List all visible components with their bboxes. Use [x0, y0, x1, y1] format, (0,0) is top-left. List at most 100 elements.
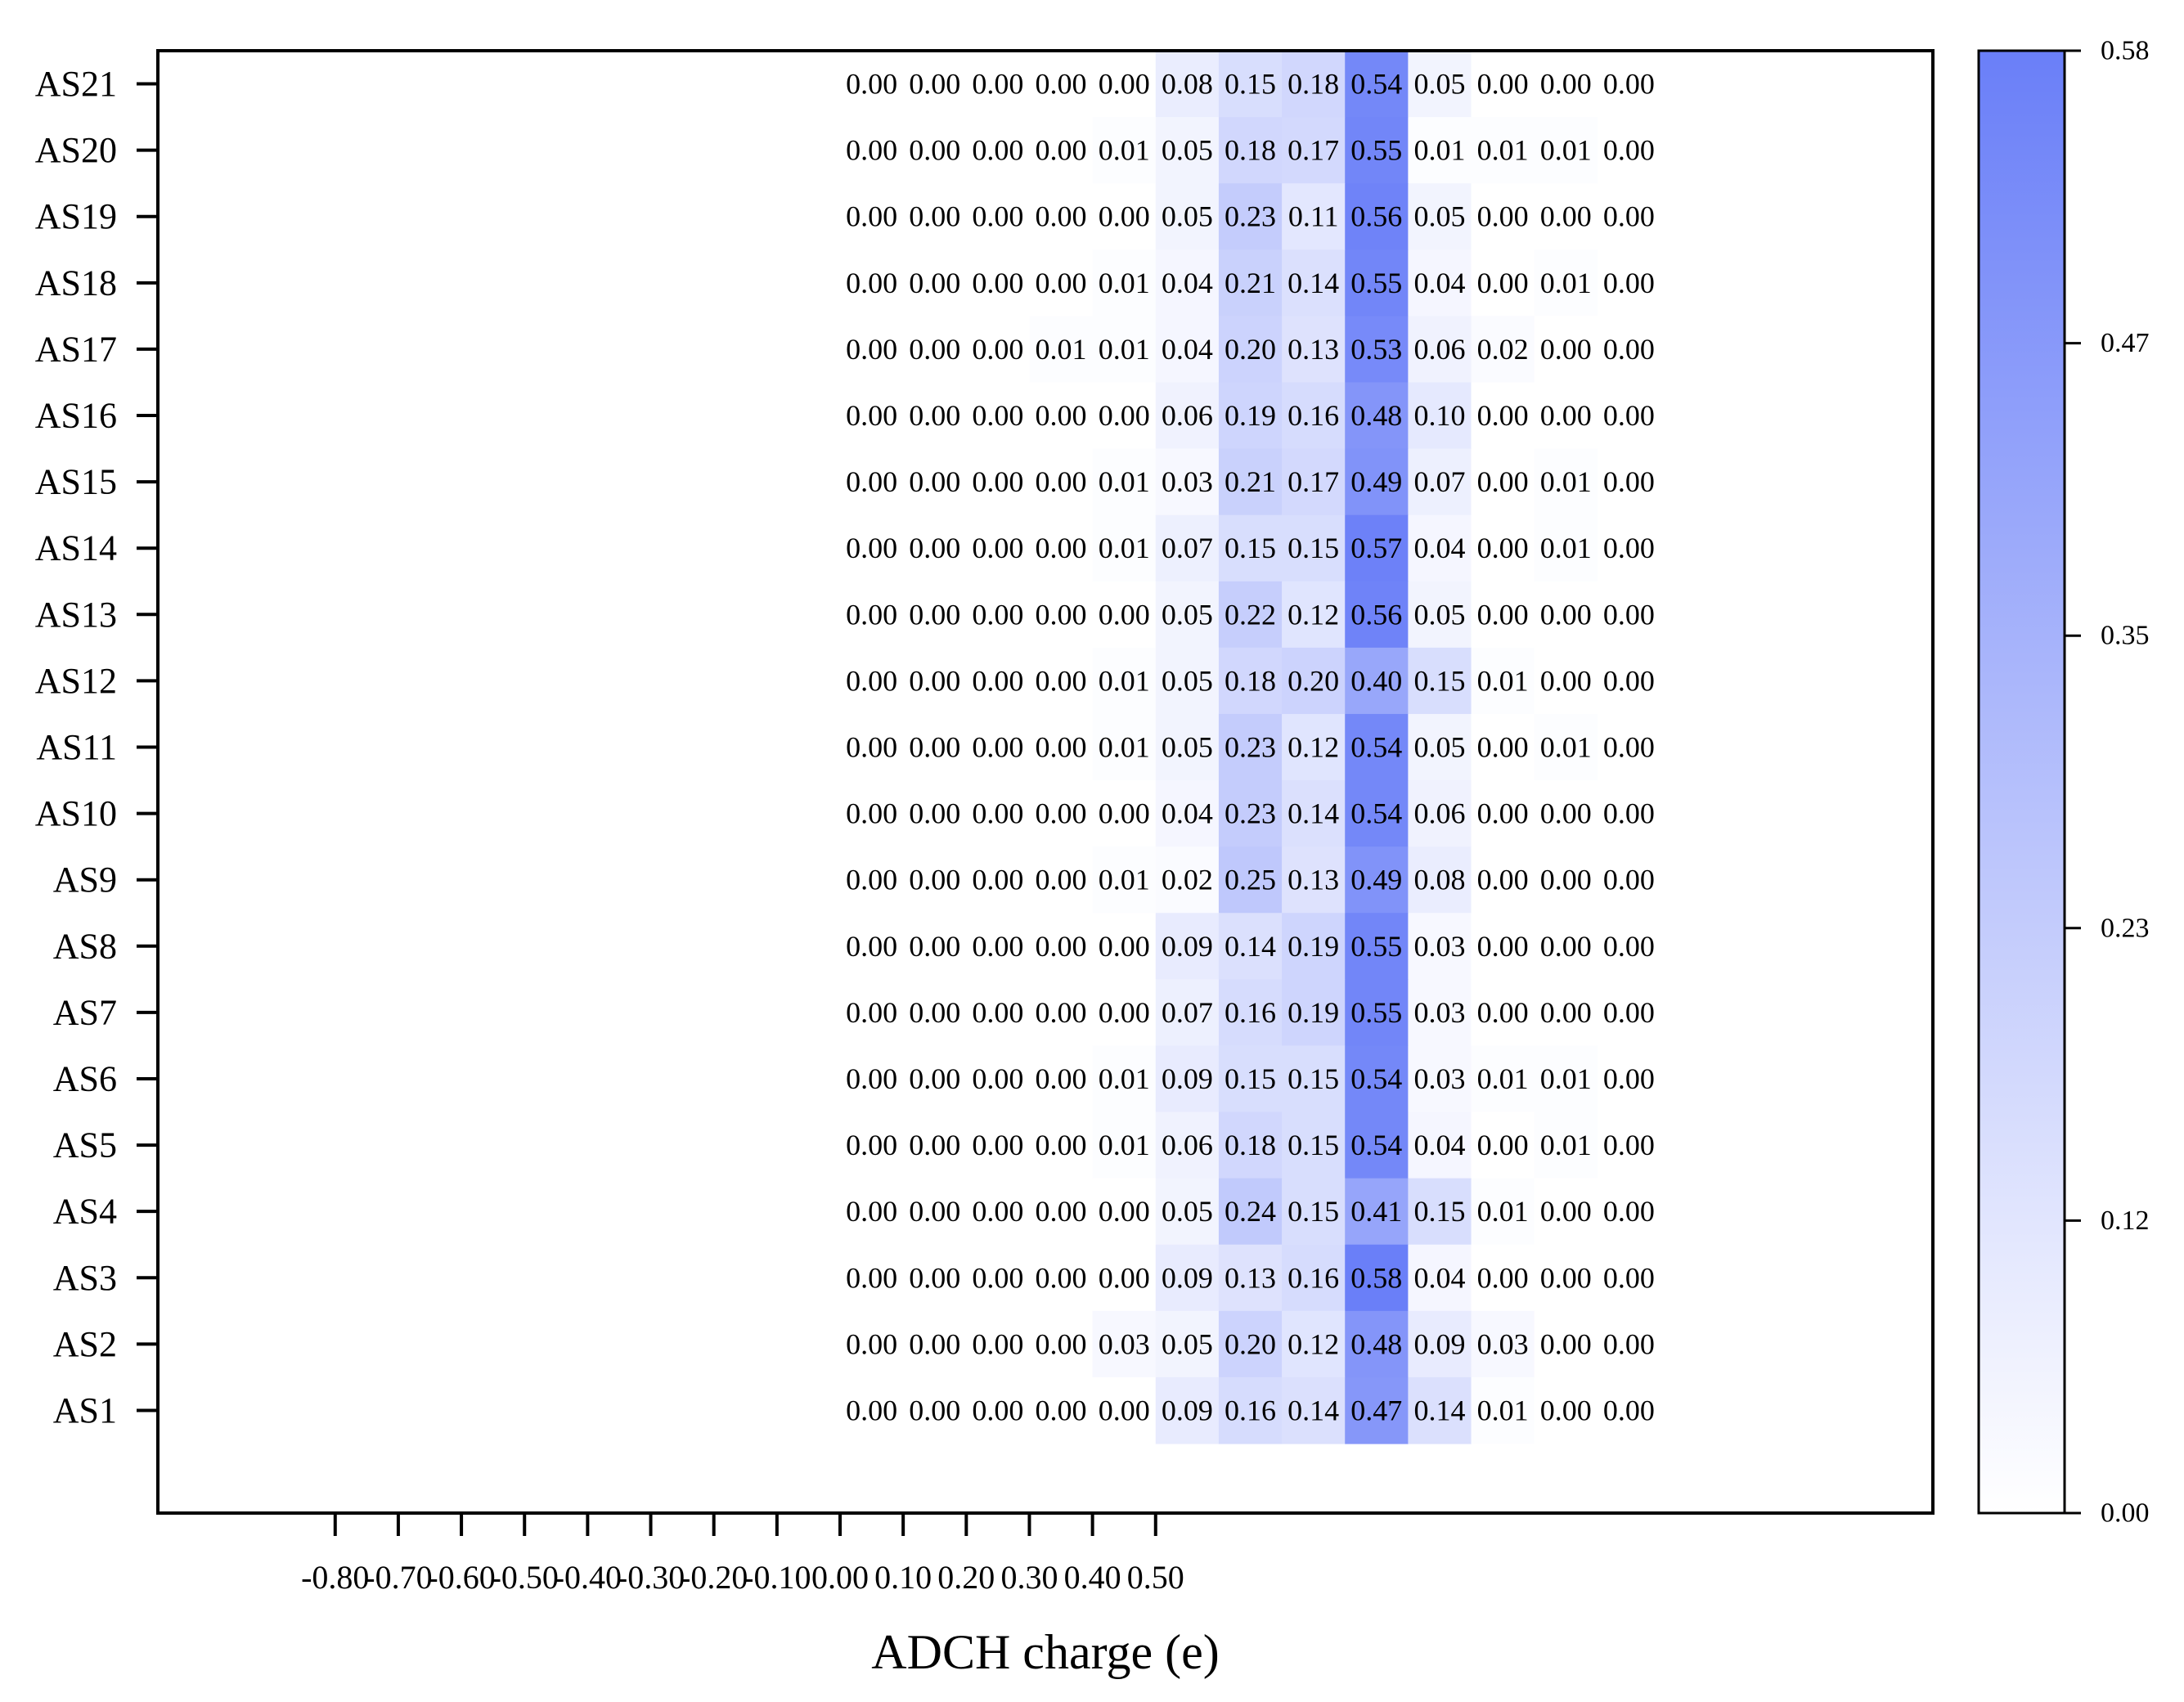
colorbar-tick-label: 0.12	[2101, 1206, 2150, 1236]
heatmap-cell-AS3--0.60	[966, 1244, 1031, 1312]
heatmap-cell-AS17-0.30	[1534, 316, 1598, 384]
cell-value-label: 0.18	[1287, 68, 1339, 101]
y-tick-label: AS2	[53, 1324, 117, 1364]
cell-value-label: 0.00	[1603, 996, 1655, 1029]
heatmap-cell-AS4--0.10	[1282, 1178, 1346, 1246]
plot-frame	[156, 49, 1935, 1515]
heatmap-cell-AS20--0.10	[1282, 117, 1346, 184]
cell-value-label: 0.15	[1287, 1062, 1339, 1095]
cell-value-label: 0.06	[1162, 399, 1213, 432]
heatmap-cell-AS17-0.40	[1597, 316, 1661, 384]
cell-value-label: 0.01	[1099, 664, 1150, 697]
heatmap-cell-AS20--0.20	[1218, 117, 1283, 184]
cell-value-label: 0.56	[1350, 200, 1402, 233]
heatmap-cell-AS14-0.00	[1345, 514, 1409, 582]
cell-value-label: 0.00	[972, 465, 1023, 498]
heatmap-cell-AS7--0.40	[1092, 979, 1157, 1047]
cell-value-label: 0.14	[1225, 930, 1276, 963]
heatmap-cell-AS1-0.30	[1534, 1376, 1598, 1444]
cell-value-label: 0.00	[1099, 1394, 1150, 1426]
heatmap-cell-AS4--0.20	[1218, 1178, 1283, 1246]
heatmap-cell-AS12--0.20	[1218, 647, 1283, 715]
y-tick-label: AS12	[35, 661, 117, 701]
heatmap-cell-AS13-0.40	[1597, 581, 1661, 649]
heatmap-cell-AS10--0.20	[1218, 780, 1283, 847]
cell-value-label: 0.00	[1036, 1327, 1087, 1360]
colorbar-tick-label: 0.58	[2101, 36, 2150, 66]
heatmap-cell-AS3--0.80	[840, 1244, 904, 1312]
cell-value-label: 0.15	[1413, 1195, 1465, 1228]
cell-value-label: 0.00	[909, 1327, 960, 1360]
heatmap-cell-AS3-0.40	[1597, 1244, 1661, 1312]
cell-value-label: 0.00	[846, 797, 897, 830]
cell-value-label: 0.00	[846, 333, 897, 366]
heatmap-cell-AS11-0.30	[1534, 713, 1598, 781]
cell-value-label: 0.15	[1287, 532, 1339, 564]
cell-value-label: 0.01	[1099, 1129, 1150, 1161]
cell-value-label: 0.49	[1350, 465, 1402, 498]
cell-value-label: 0.01	[1540, 1062, 1592, 1095]
heatmap-cell-AS13--0.30	[1155, 581, 1220, 649]
cell-value-label: 0.06	[1413, 333, 1465, 366]
heatmap-cell-AS5-0.40	[1597, 1111, 1661, 1179]
heatmap-cell-AS6--0.80	[840, 1045, 904, 1113]
heatmap-cell-AS15--0.50	[1029, 448, 1094, 516]
y-tick-label: AS17	[35, 329, 117, 369]
cell-value-label: 0.00	[1477, 996, 1529, 1029]
cell-value-label: 0.14	[1287, 797, 1339, 830]
heatmap-cell-AS11--0.10	[1282, 713, 1346, 781]
cell-value-label: 0.00	[1603, 930, 1655, 963]
heatmap-cell-AS14-0.10	[1408, 514, 1472, 582]
heatmap-cell-AS7--0.30	[1155, 979, 1220, 1047]
heatmap-cell-AS12--0.70	[903, 647, 967, 715]
x-tick-label: 0.20	[937, 1559, 995, 1596]
y-tick-label: AS18	[35, 263, 117, 303]
heatmap-cell-AS18-0.20	[1471, 249, 1535, 317]
y-tick-label: AS8	[53, 926, 117, 966]
heatmap-cell-labels: 0.00 0.00 0.00 0.00 0.00 0.08 0.15 0.18 0.54 0.05…	[846, 68, 1655, 1427]
cell-value-label: 0.00	[1477, 399, 1529, 432]
heatmap-cell-AS8--0.30	[1155, 913, 1220, 980]
cell-value-label: 0.01	[1036, 333, 1087, 366]
heatmap-cell-AS2--0.30	[1155, 1310, 1220, 1378]
heatmap-cell-AS20--0.60	[966, 117, 1031, 184]
cell-value-label: 0.05	[1413, 68, 1465, 101]
cell-value-label: 0.54	[1350, 731, 1402, 764]
x-tick-label: 0.50	[1127, 1559, 1184, 1596]
cell-value-label: 0.00	[909, 664, 960, 697]
cell-value-label: 0.00	[909, 1129, 960, 1161]
cell-value-label: 0.00	[1540, 68, 1592, 101]
heatmap-cell-AS4--0.80	[840, 1178, 904, 1246]
heatmap-cell-AS9--0.70	[903, 847, 967, 914]
heatmap-cell-AS4--0.70	[903, 1178, 967, 1246]
heatmap-cell-AS18-0.40	[1597, 249, 1661, 317]
cell-value-label: 0.20	[1225, 1327, 1276, 1360]
heatmap-cell-AS19-0.40	[1597, 183, 1661, 250]
y-tick-label: AS9	[53, 860, 117, 900]
cell-value-label: 0.23	[1225, 200, 1276, 233]
heatmap-cell-AS1--0.10	[1282, 1376, 1346, 1444]
cell-value-label: 0.00	[1603, 1195, 1655, 1228]
cell-value-label: 0.13	[1287, 864, 1339, 896]
heatmap-cell-AS18--0.20	[1218, 249, 1283, 317]
heatmap-cell-AS16--0.80	[840, 382, 904, 450]
cell-value-label: 0.16	[1225, 1394, 1276, 1426]
colorbar: 0.00 0.12 0.23 0.35 0.47 0.58	[1977, 36, 2150, 1529]
colorbar-tick-label: 0.47	[2101, 328, 2150, 358]
cell-value-label: 0.00	[909, 797, 960, 830]
cell-value-label: 0.20	[1225, 333, 1276, 366]
cell-value-label: 0.05	[1162, 598, 1213, 631]
cell-value-label: 0.00	[1540, 664, 1592, 697]
cell-value-label: 0.00	[1603, 864, 1655, 896]
cell-value-label: 0.00	[1540, 1394, 1592, 1426]
heatmap-cell-AS15-0.40	[1597, 448, 1661, 516]
cell-value-label: 0.00	[1540, 797, 1592, 830]
heatmap-cell-AS6--0.10	[1282, 1045, 1346, 1113]
cell-value-label: 0.00	[972, 333, 1023, 366]
cell-value-label: 0.00	[909, 68, 960, 101]
cell-value-label: 0.16	[1225, 996, 1276, 1029]
heatmap-cell-AS10-0.00	[1345, 780, 1409, 847]
heatmap-cell-AS16-0.00	[1345, 382, 1409, 450]
cell-value-label: 0.05	[1413, 731, 1465, 764]
heatmap-cell-AS7-0.20	[1471, 979, 1535, 1047]
